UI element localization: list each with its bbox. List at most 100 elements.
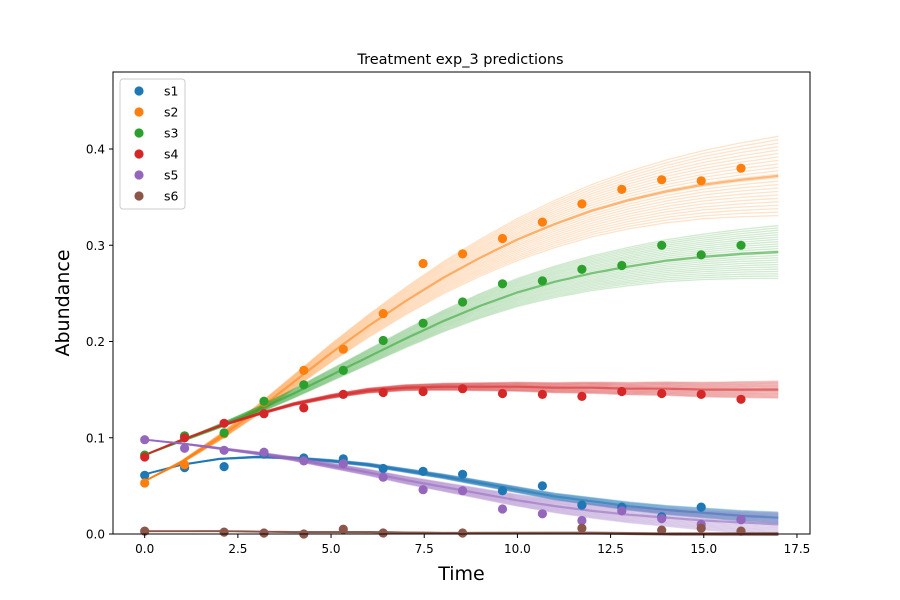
x-axis-title: Time <box>437 563 485 585</box>
curve-s2-18 <box>144 197 779 482</box>
points-s6 <box>140 523 746 539</box>
point-s2-9 <box>497 233 508 244</box>
legend-marker-s1 <box>134 86 144 96</box>
x-tick-label: 17.5 <box>784 542 811 556</box>
point-s6-7 <box>577 523 587 533</box>
point-s4-8 <box>458 384 468 394</box>
curve-s2-5 <box>144 201 779 482</box>
x-tick-label: 2.5 <box>228 542 247 556</box>
point-s1-2 <box>219 462 229 472</box>
point-s5-12 <box>617 506 627 516</box>
point-s6-9 <box>696 523 706 533</box>
point-s5-15 <box>736 515 746 525</box>
point-s5-9 <box>497 504 508 514</box>
plot-frame <box>112 71 811 535</box>
x-tick-label: 12.5 <box>597 542 624 556</box>
point-s4-9 <box>497 388 508 399</box>
y-axis-title: Abundance <box>52 249 74 356</box>
curve-s3-7 <box>144 238 779 456</box>
curve-s3-median <box>144 250 779 457</box>
y-tick-label: 0.2 <box>86 335 105 349</box>
point-s6-4 <box>338 524 348 534</box>
point-s2-15 <box>736 163 746 173</box>
point-s2-11 <box>577 199 587 209</box>
point-s1-0 <box>140 470 150 480</box>
point-s2-12 <box>617 184 627 194</box>
point-s4-14 <box>696 389 706 399</box>
point-s3-6 <box>378 335 388 346</box>
curves-s2 <box>144 135 779 483</box>
legend-marker-s4 <box>134 149 144 159</box>
point-s3-11 <box>577 264 587 274</box>
point-s6-2 <box>259 528 269 538</box>
y-tick-label: 0.0 <box>86 528 105 542</box>
points-s5 <box>140 435 746 530</box>
curve-s3-6 <box>144 268 779 456</box>
point-s2-0 <box>140 478 150 488</box>
point-s2-14 <box>696 176 706 186</box>
point-s5-6 <box>378 472 388 482</box>
point-s6-10 <box>736 526 746 536</box>
point-s5-3 <box>259 447 269 457</box>
point-s4-4 <box>299 403 309 413</box>
chart-title: Treatment exp_3 predictions <box>356 52 563 68</box>
point-s5-7 <box>418 485 428 495</box>
point-s4-12 <box>617 386 627 397</box>
point-s2-10 <box>537 217 548 227</box>
point-s1-7 <box>418 466 428 476</box>
curve-s2-14 <box>144 211 779 482</box>
point-s4-3 <box>259 409 269 419</box>
point-s1-11 <box>577 500 587 510</box>
point-s3-7 <box>418 318 428 328</box>
point-s3-3 <box>259 396 269 406</box>
legend-marker-s5 <box>134 170 144 180</box>
x-tick-label: 10.0 <box>504 542 531 556</box>
point-s5-11 <box>577 515 587 526</box>
x-tick-label: 15.0 <box>690 542 717 556</box>
y-axis: 0.0 0.1 0.2 0.3 0.4 <box>86 143 113 542</box>
curve-s2-3 <box>144 208 779 482</box>
curve-s2-16 <box>144 204 779 482</box>
points-s3 <box>140 240 746 460</box>
legend: s1 s2 s3 s4 s5 s6 <box>119 78 186 210</box>
legend-label-s3: s3 <box>164 126 178 141</box>
point-s3-14 <box>696 250 706 260</box>
x-tick-label: 0.0 <box>135 542 154 556</box>
point-s2-7 <box>418 258 428 269</box>
point-s1-8 <box>458 469 468 479</box>
x-tick-label: 5.0 <box>321 542 340 556</box>
point-s2-4 <box>299 365 309 375</box>
point-s1-14 <box>696 502 706 512</box>
point-s5-0 <box>140 435 150 445</box>
point-s5-8 <box>458 486 468 496</box>
point-s4-7 <box>418 386 428 397</box>
point-s5-2 <box>219 445 229 455</box>
point-s1-10 <box>537 481 548 491</box>
point-s2-5 <box>338 344 348 354</box>
curve-s2-median <box>144 174 779 483</box>
curve-s3-21 <box>144 261 779 456</box>
legend-label-s1: s1 <box>164 84 178 99</box>
y-tick-label: 0.4 <box>86 143 105 157</box>
point-s4-13 <box>657 388 667 399</box>
point-s3-12 <box>617 260 627 271</box>
point-s3-15 <box>736 240 746 250</box>
curve-s3-18 <box>144 241 779 456</box>
legend-marker-s2 <box>134 107 144 117</box>
point-s4-10 <box>537 389 548 399</box>
point-s1-9 <box>497 486 508 496</box>
legend-marker-s3 <box>134 128 144 138</box>
point-s5-13 <box>657 514 667 524</box>
point-s4-1 <box>180 433 190 443</box>
point-s4-6 <box>378 387 388 398</box>
point-s4-15 <box>736 394 746 404</box>
points-s2 <box>140 163 746 488</box>
point-s3-10 <box>537 276 548 286</box>
point-s6-1 <box>219 527 229 537</box>
point-s4-5 <box>338 389 348 399</box>
point-s3-5 <box>338 365 348 375</box>
legend-marker-s6 <box>134 191 144 201</box>
legend-label-s2: s2 <box>164 105 178 120</box>
point-s5-10 <box>537 509 548 519</box>
